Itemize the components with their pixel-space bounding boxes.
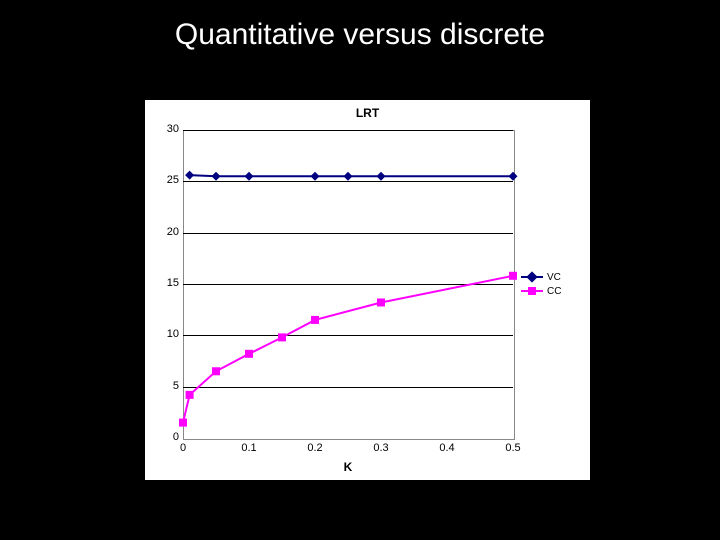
gridline: [183, 284, 513, 285]
legend-item-VC: VC: [521, 270, 561, 284]
y-tick-label: 20: [155, 226, 179, 238]
x-tick-label: 0: [180, 442, 186, 454]
y-tick-label: 0: [155, 431, 179, 443]
legend: VC CC: [521, 270, 561, 298]
gridline: [183, 181, 513, 182]
y-tick-label: 5: [155, 380, 179, 392]
plot-area: [183, 130, 515, 440]
chart-title: LRT: [145, 106, 590, 120]
x-tick-label: 0.3: [373, 442, 388, 454]
gridline: [183, 335, 513, 336]
legend-item-CC: CC: [521, 284, 561, 298]
x-tick-label: 0.2: [307, 442, 322, 454]
y-tick-label: 10: [155, 328, 179, 340]
chart-container: LRT K VC CC 0 5 10 15 20 25 30 0 0.1 0.2 0.3 0.4 0.5: [145, 100, 590, 480]
gridline: [183, 387, 513, 388]
x-tick-label: 0.4: [439, 442, 454, 454]
y-tick-label: 15: [155, 277, 179, 289]
gridline: [183, 233, 513, 234]
square-icon: [528, 287, 536, 295]
x-axis-label: K: [183, 460, 513, 474]
slide: Quantitative versus discrete LRT K VC CC …: [0, 0, 720, 540]
x-tick-label: 0.5: [505, 442, 520, 454]
legend-label: CC: [547, 286, 561, 297]
gridline: [183, 130, 513, 131]
legend-label: VC: [547, 272, 561, 283]
y-tick-label: 30: [155, 123, 179, 135]
legend-swatch: [521, 290, 543, 292]
page-title: Quantitative versus discrete: [0, 18, 720, 52]
legend-swatch: [521, 276, 543, 278]
diamond-icon: [526, 271, 537, 282]
y-tick-label: 25: [155, 174, 179, 186]
x-tick-label: 0.1: [241, 442, 256, 454]
